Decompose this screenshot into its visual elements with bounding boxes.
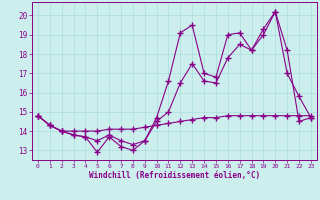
X-axis label: Windchill (Refroidissement éolien,°C): Windchill (Refroidissement éolien,°C) [89,171,260,180]
